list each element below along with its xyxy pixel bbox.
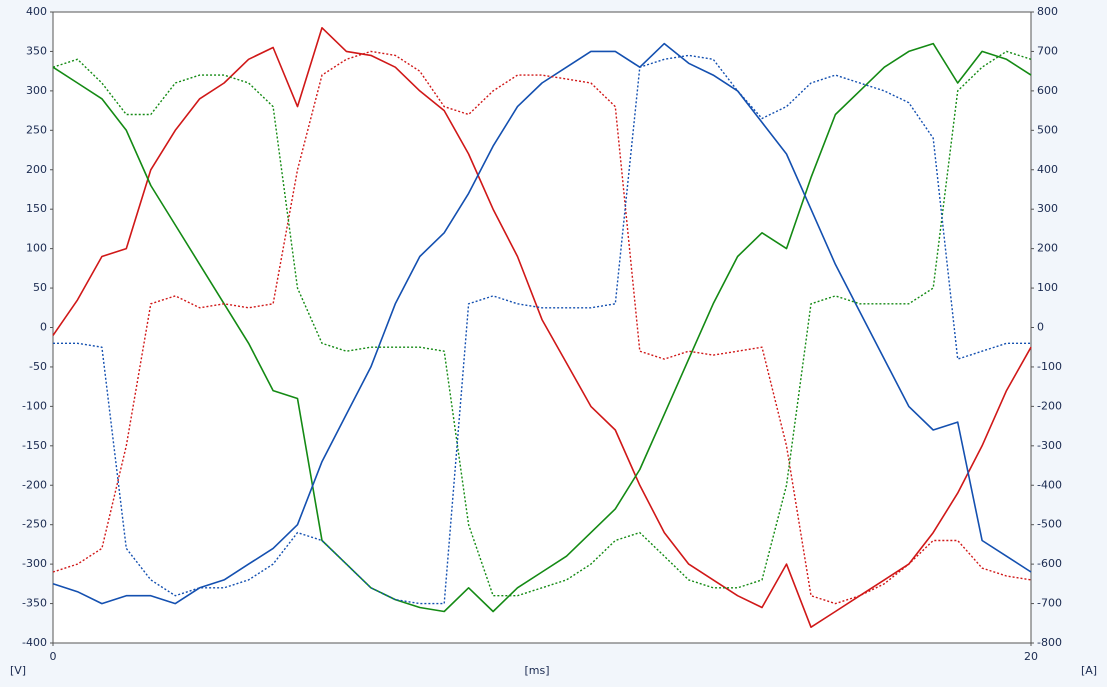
y2-tick-label: 100 bbox=[1037, 281, 1058, 294]
y2-tick-label: 0 bbox=[1037, 321, 1044, 334]
y2-tick-label: -100 bbox=[1037, 360, 1062, 373]
y-tick-label: -400 bbox=[22, 636, 47, 649]
y-tick-label: -150 bbox=[22, 439, 47, 452]
y2-tick-label: -300 bbox=[1037, 439, 1062, 452]
y-tick-label: 300 bbox=[26, 84, 47, 97]
y-tick-label: -300 bbox=[22, 557, 47, 570]
y2-tick-label: 800 bbox=[1037, 5, 1058, 18]
y-tick-label: -250 bbox=[22, 518, 47, 531]
plot-area bbox=[52, 11, 1032, 644]
y2-tick-label: -400 bbox=[1037, 478, 1062, 491]
y-tick-label: -50 bbox=[29, 360, 47, 373]
y2-tick-label: -800 bbox=[1037, 636, 1062, 649]
x-tick-label: 20 bbox=[1024, 650, 1038, 663]
x-axis-label: [ms] bbox=[524, 664, 549, 677]
x-tick-label: 0 bbox=[50, 650, 57, 663]
series-line bbox=[52, 50, 1032, 597]
series-line bbox=[52, 50, 1032, 605]
y2-tick-label: -500 bbox=[1037, 518, 1062, 531]
series-line bbox=[52, 42, 1032, 605]
y-tick-label: 200 bbox=[26, 163, 47, 176]
y2-tick-label: -200 bbox=[1037, 399, 1062, 412]
y-tick-label: 350 bbox=[26, 44, 47, 57]
y2-tick-label: 400 bbox=[1037, 163, 1058, 176]
y2-tick-label: 200 bbox=[1037, 242, 1058, 255]
y-tick-label: 100 bbox=[26, 242, 47, 255]
y2-axis-label: [A] bbox=[1081, 664, 1097, 677]
series-line bbox=[52, 27, 1032, 628]
y2-tick-label: 300 bbox=[1037, 202, 1058, 215]
y-tick-label: -200 bbox=[22, 478, 47, 491]
y-tick-label: 150 bbox=[26, 202, 47, 215]
y2-tick-label: -600 bbox=[1037, 557, 1062, 570]
y2-tick-label: 700 bbox=[1037, 44, 1058, 57]
y-tick-label: 400 bbox=[26, 5, 47, 18]
y2-tick-label: -700 bbox=[1037, 597, 1062, 610]
y2-tick-label: 500 bbox=[1037, 123, 1058, 136]
y-tick-label: -350 bbox=[22, 597, 47, 610]
y-axis-label: [V] bbox=[10, 664, 26, 677]
series-line bbox=[53, 54, 1031, 605]
y-tick-label: 0 bbox=[40, 321, 47, 334]
series-line bbox=[52, 42, 1032, 613]
y-tick-label: 250 bbox=[26, 123, 47, 136]
y-tick-label: -100 bbox=[22, 399, 47, 412]
y-tick-label: 50 bbox=[33, 281, 47, 294]
y2-tick-label: 600 bbox=[1037, 84, 1058, 97]
